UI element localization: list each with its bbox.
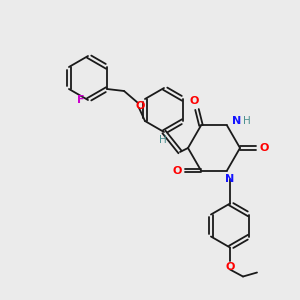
Text: O: O [225, 262, 235, 272]
Text: H: H [159, 135, 167, 145]
Text: O: O [189, 97, 199, 106]
Text: H: H [243, 116, 251, 127]
Text: F: F [77, 95, 85, 105]
Text: O: O [135, 101, 145, 111]
Text: O: O [172, 166, 182, 176]
Text: N: N [225, 173, 235, 184]
Text: O: O [259, 143, 269, 153]
Text: N: N [232, 116, 242, 127]
